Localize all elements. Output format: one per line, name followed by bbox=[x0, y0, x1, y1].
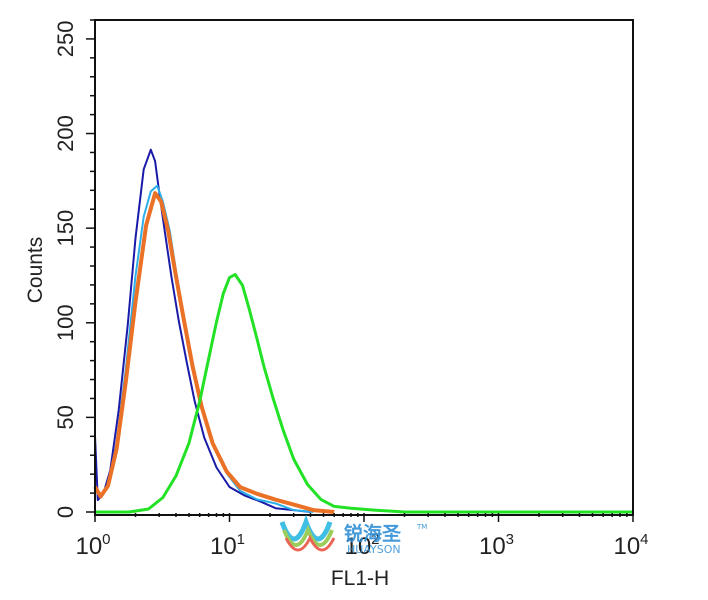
watermark-tm: TM bbox=[416, 523, 427, 531]
y-axis: 0 50 100 150 200 250 bbox=[53, 19, 95, 518]
x-tick-label: 100 bbox=[75, 531, 110, 560]
y-tick-label: 100 bbox=[53, 304, 78, 341]
y-tick-label: 150 bbox=[53, 210, 78, 247]
x-tick-label: 101 bbox=[210, 531, 245, 560]
series-line-2 bbox=[94, 184, 314, 513]
watermark-cn: 锐海圣 bbox=[344, 522, 402, 545]
y-axis-label: Counts bbox=[24, 237, 47, 304]
y-tick-label: 250 bbox=[53, 21, 78, 58]
y-tick-label: 50 bbox=[53, 405, 78, 429]
watermark-logo bbox=[279, 514, 336, 552]
series-line-1 bbox=[94, 148, 311, 513]
y-tick-label: 0 bbox=[53, 506, 78, 518]
series-line-4 bbox=[95, 273, 633, 514]
x-axis-label: FL1-H bbox=[331, 567, 389, 590]
y-tick-label: 200 bbox=[53, 115, 78, 152]
x-tick-label: 104 bbox=[613, 531, 648, 560]
x-axis: 100 101 102 103 104 bbox=[75, 513, 649, 560]
x-tick-label: 102 bbox=[344, 531, 379, 560]
series-line-3 bbox=[93, 191, 335, 514]
series-curves bbox=[93, 148, 633, 514]
watermark-en: HUAYSON bbox=[347, 543, 401, 556]
x-tick-label: 103 bbox=[479, 531, 514, 560]
